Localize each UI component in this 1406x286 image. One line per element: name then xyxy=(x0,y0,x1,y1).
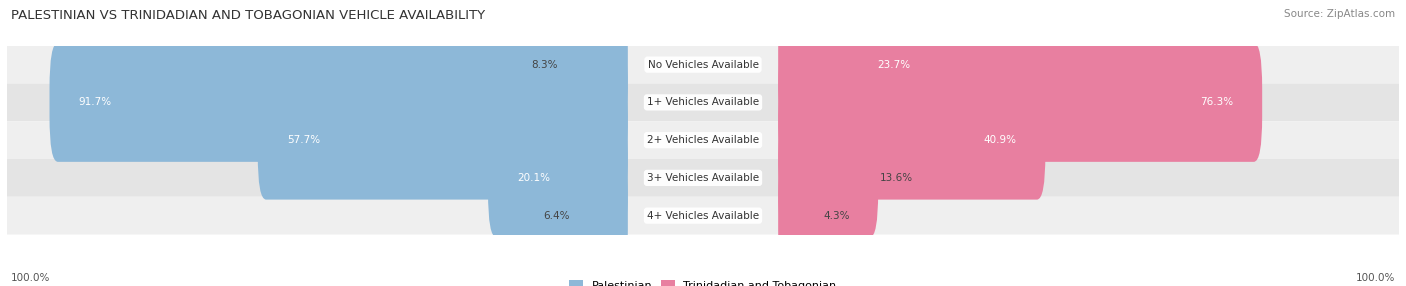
Text: PALESTINIAN VS TRINIDADIAN AND TOBAGONIAN VEHICLE AVAILABILITY: PALESTINIAN VS TRINIDADIAN AND TOBAGONIA… xyxy=(11,9,485,21)
Text: 4.3%: 4.3% xyxy=(824,211,849,221)
Text: 1+ Vehicles Available: 1+ Vehicles Available xyxy=(647,98,759,107)
Text: 20.1%: 20.1% xyxy=(517,173,550,183)
FancyBboxPatch shape xyxy=(778,43,1263,162)
FancyBboxPatch shape xyxy=(257,81,628,200)
FancyBboxPatch shape xyxy=(7,84,1399,121)
FancyBboxPatch shape xyxy=(778,118,879,237)
Text: 6.4%: 6.4% xyxy=(543,211,569,221)
Text: No Vehicles Available: No Vehicles Available xyxy=(648,60,758,69)
Text: 40.9%: 40.9% xyxy=(983,135,1017,145)
Text: Source: ZipAtlas.com: Source: ZipAtlas.com xyxy=(1284,9,1395,19)
FancyBboxPatch shape xyxy=(778,5,941,124)
Legend: Palestinian, Trinidadian and Tobagonian: Palestinian, Trinidadian and Tobagonian xyxy=(565,276,841,286)
FancyBboxPatch shape xyxy=(7,197,1399,235)
Text: 100.0%: 100.0% xyxy=(1355,273,1395,283)
Text: 3+ Vehicles Available: 3+ Vehicles Available xyxy=(647,173,759,183)
FancyBboxPatch shape xyxy=(778,81,1046,200)
FancyBboxPatch shape xyxy=(572,156,628,275)
FancyBboxPatch shape xyxy=(488,118,628,237)
FancyBboxPatch shape xyxy=(49,43,628,162)
FancyBboxPatch shape xyxy=(7,46,1399,84)
Text: 2+ Vehicles Available: 2+ Vehicles Available xyxy=(647,135,759,145)
Text: 23.7%: 23.7% xyxy=(877,60,911,69)
Text: 100.0%: 100.0% xyxy=(11,273,51,283)
FancyBboxPatch shape xyxy=(7,121,1399,159)
Text: 76.3%: 76.3% xyxy=(1199,98,1233,107)
Text: 91.7%: 91.7% xyxy=(79,98,112,107)
Text: 4+ Vehicles Available: 4+ Vehicles Available xyxy=(647,211,759,221)
FancyBboxPatch shape xyxy=(561,5,628,124)
FancyBboxPatch shape xyxy=(778,156,821,275)
Text: 57.7%: 57.7% xyxy=(287,135,321,145)
FancyBboxPatch shape xyxy=(7,159,1399,197)
Text: 8.3%: 8.3% xyxy=(531,60,558,69)
Text: 13.6%: 13.6% xyxy=(880,173,914,183)
